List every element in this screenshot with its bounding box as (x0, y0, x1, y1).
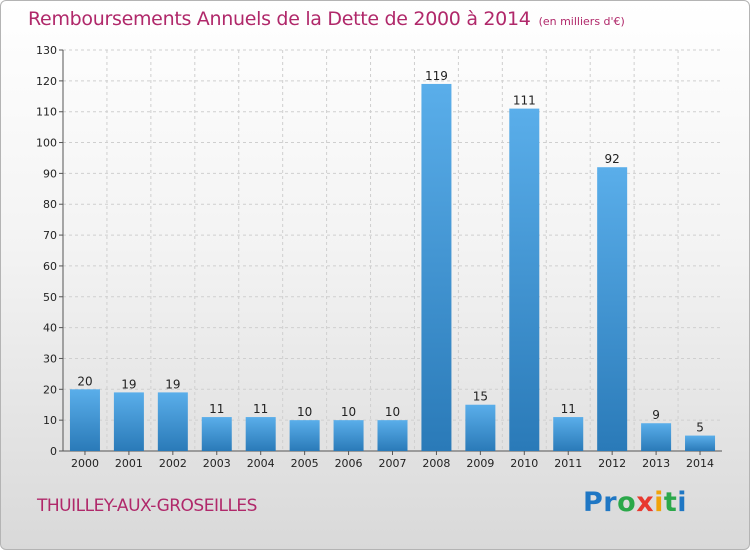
logo-letter: i (677, 487, 688, 518)
logo-letter: P (583, 487, 604, 518)
labels: 0 10 20 30 40 50 60 70 80 90 100 110 120 130 2000 20 200… (36, 44, 714, 470)
data-label: 10 (297, 405, 312, 419)
data-label: 9 (652, 408, 660, 422)
x-tick-label: 2009 (466, 457, 494, 470)
y-tick-label: 130 (36, 44, 57, 57)
proxiti-logo: Proxiti (583, 487, 687, 518)
logo-letter: o (617, 487, 637, 518)
grid-lines (63, 49, 722, 451)
x-tick-label: 2013 (642, 457, 670, 470)
bar (641, 423, 672, 451)
bar (113, 392, 144, 451)
bar (377, 420, 408, 451)
bar (201, 417, 232, 451)
data-label: 11 (253, 402, 268, 416)
data-label: 92 (605, 152, 620, 166)
y-tick-label: 40 (43, 322, 57, 335)
bar (157, 392, 188, 451)
bar (553, 417, 584, 451)
x-tick-label: 2011 (554, 457, 582, 470)
y-tick-label: 90 (43, 167, 57, 180)
logo-letter: r (603, 487, 618, 518)
x-tick-label: 2006 (335, 457, 363, 470)
y-tick-label: 0 (50, 445, 57, 458)
data-label: 10 (385, 405, 400, 419)
bar (333, 420, 364, 451)
y-tick-label: 80 (43, 198, 57, 211)
y-tick-label: 110 (36, 106, 57, 119)
x-tick-label: 2014 (686, 457, 714, 470)
bar (685, 435, 716, 451)
x-tick-label: 2005 (291, 457, 319, 470)
x-tick-label: 2000 (71, 457, 99, 470)
y-tick-label: 30 (43, 352, 57, 365)
data-label: 11 (209, 402, 224, 416)
chart-unit: (en milliers d'€) (538, 15, 625, 28)
data-label: 19 (121, 377, 136, 391)
data-label: 10 (341, 405, 356, 419)
data-label: 5 (696, 421, 704, 435)
data-label: 15 (473, 390, 488, 404)
x-tick-label: 2012 (598, 457, 626, 470)
bar (421, 83, 452, 451)
y-tick-label: 10 (43, 414, 57, 427)
logo-letter: t (663, 487, 678, 518)
bar (597, 167, 628, 451)
bar (289, 420, 320, 451)
data-label: 119 (425, 69, 448, 83)
x-tick-label: 2001 (115, 457, 143, 470)
data-label: 20 (77, 374, 92, 388)
data-label: 111 (513, 94, 536, 108)
x-tick-label: 2007 (379, 457, 407, 470)
data-label: 11 (561, 402, 576, 416)
y-tick-label: 20 (43, 383, 57, 396)
x-tick-label: 2004 (247, 457, 275, 470)
y-tick-label: 60 (43, 260, 57, 273)
bar (245, 417, 276, 451)
y-tick-label: 100 (36, 137, 57, 150)
bars (69, 83, 716, 451)
bar (465, 404, 496, 451)
y-tick-label: 50 (43, 291, 57, 304)
chart-title: Remboursements Annuels de la Dette de 20… (28, 8, 625, 30)
bar (69, 389, 100, 451)
logo-letter: i (654, 487, 664, 518)
y-tick-label: 70 (43, 229, 57, 242)
x-tick-label: 2008 (422, 457, 450, 470)
data-label: 19 (165, 377, 180, 391)
commune-name: THUILLEY-AUX-GROSEILLES (37, 496, 257, 516)
bar (509, 108, 540, 451)
x-tick-label: 2002 (159, 457, 187, 470)
y-tick-label: 120 (36, 75, 57, 88)
x-tick-label: 2003 (203, 457, 231, 470)
logo-letter: x (636, 487, 655, 518)
x-tick-label: 2010 (510, 457, 538, 470)
chart-title-text: Remboursements Annuels de la Dette de 20… (28, 8, 531, 30)
